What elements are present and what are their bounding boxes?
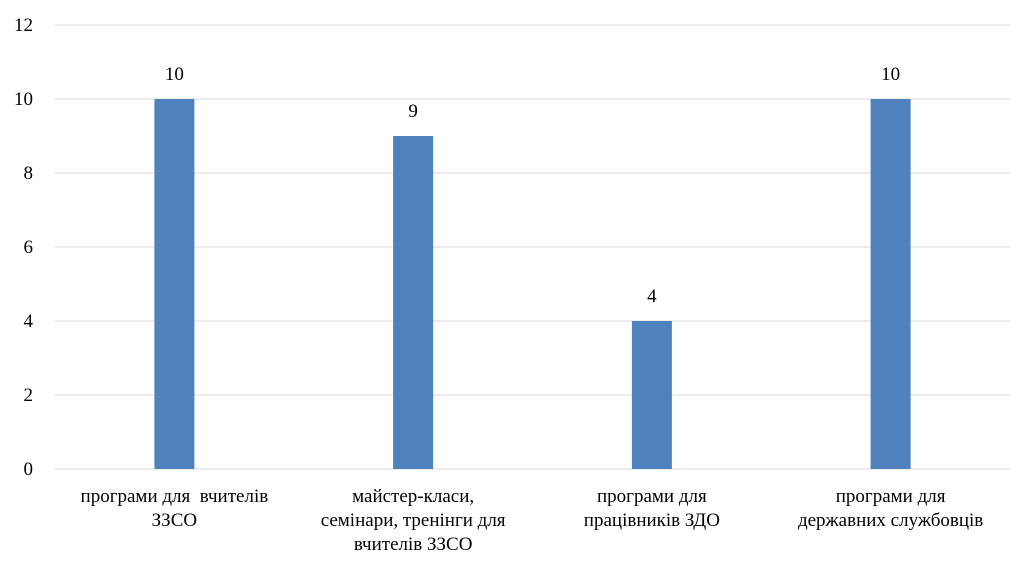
x-category-line: вчителів ЗЗСО: [354, 534, 473, 555]
x-category-label: майстер-класи, семінари, тренінги для вчит…: [321, 486, 506, 555]
y-tick-label: 12: [14, 15, 33, 36]
x-category-label: програми для державних службовців: [798, 486, 983, 531]
x-category-line: ЗЗСО: [152, 510, 197, 531]
bar: [154, 99, 195, 469]
data-label: 10: [165, 64, 184, 85]
bar: [393, 136, 434, 469]
x-category-line: програми для: [597, 486, 707, 507]
x-category-label: програми для працівників ЗДО: [584, 486, 720, 531]
y-tick-label: 0: [24, 459, 34, 480]
y-tick-label: 2: [24, 385, 34, 406]
y-axis-ticks: 0 2 4 6 8 10 12: [14, 15, 34, 480]
x-category-line: державних службовців: [798, 510, 983, 531]
bars: [154, 99, 911, 469]
x-category-line: програми для: [836, 486, 946, 507]
y-tick-label: 4: [24, 311, 34, 332]
data-labels: 10 9 4 10: [165, 64, 900, 307]
gridlines: [55, 24, 1010, 470]
x-category-line: семінари, тренінги для: [321, 510, 506, 531]
data-label: 4: [647, 286, 657, 307]
bar: [870, 99, 911, 469]
x-axis-categories: програми для вчителів ЗЗСО майстер-класи, с…: [81, 486, 984, 555]
y-tick-label: 6: [24, 237, 34, 258]
y-tick-label: 8: [24, 163, 34, 184]
x-category-label: програми для вчителів ЗЗСО: [81, 486, 269, 531]
bar: [631, 321, 672, 469]
data-label: 10: [881, 64, 900, 85]
data-label: 9: [408, 101, 418, 122]
x-category-line: працівників ЗДО: [584, 510, 720, 531]
x-category-line: майстер-класи,: [352, 486, 474, 507]
y-tick-label: 10: [14, 89, 33, 110]
x-category-line: програми для вчителів: [81, 486, 269, 507]
